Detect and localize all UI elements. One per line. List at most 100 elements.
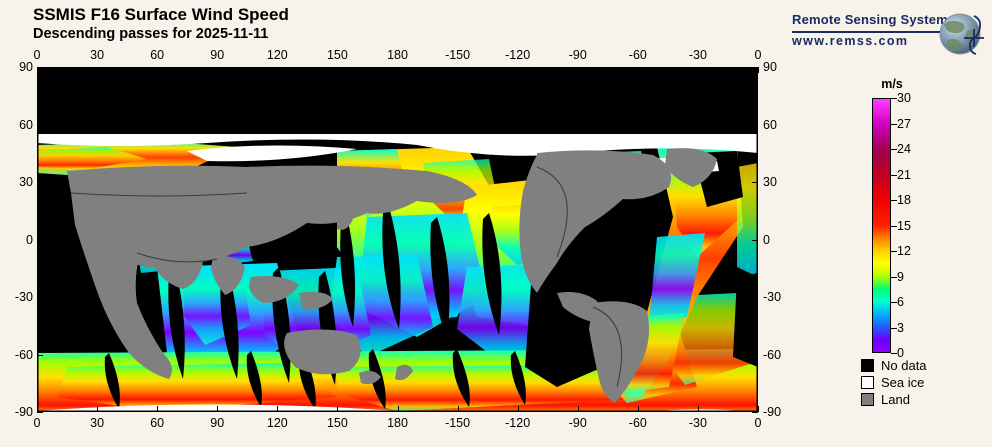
legend-label: Sea ice	[881, 375, 925, 390]
x-axis-tick	[337, 406, 339, 412]
y-axis-label-left-2: 30	[19, 175, 33, 189]
legend-swatch	[861, 393, 874, 406]
colorbar-label-3: 21	[897, 167, 911, 182]
y-axis-label-left-5: -60	[14, 347, 33, 362]
x-axis-label-top-9: -90	[568, 48, 587, 62]
x-axis-label-top-7: -150	[445, 48, 471, 62]
legend-label: No data	[881, 358, 927, 373]
legend-label: Land	[881, 392, 910, 407]
x-axis-label-top-5: 150	[326, 48, 348, 62]
colorbar-label-5: 15	[897, 218, 911, 233]
x-axis-tick	[758, 67, 759, 73]
page-subtitle: Descending passes for 2025-11-11	[33, 26, 269, 42]
colorbar-label-4: 18	[897, 193, 911, 207]
globe-icon	[939, 13, 984, 55]
x-axis-label-bottom-8: -120	[505, 416, 531, 430]
colorbar-tick	[891, 149, 897, 150]
x-axis-label-bottom-4: 120	[266, 416, 288, 430]
x-axis-label-bottom-3: 90	[210, 416, 225, 430]
x-axis-tick	[97, 67, 99, 73]
logo-company-name: Remote Sensing Systems	[792, 12, 956, 27]
x-axis-label-bottom-2: 60	[150, 416, 165, 430]
x-axis-tick	[157, 67, 159, 73]
y-axis-label-left-1: 60	[19, 117, 33, 132]
y-axis-tick	[752, 354, 758, 356]
y-axis-tick	[37, 239, 43, 241]
x-axis-label-top-6: 180	[387, 48, 408, 62]
x-axis-tick	[577, 67, 579, 73]
colorbar	[872, 98, 891, 353]
x-axis-label-bottom-11: -30	[688, 416, 707, 430]
x-axis-tick	[157, 406, 159, 412]
x-axis-tick	[457, 406, 459, 412]
x-axis-label-bottom-9: -90	[568, 416, 587, 430]
colorbar-tick	[891, 302, 897, 303]
y-axis-tick	[752, 239, 758, 241]
legend-swatch	[861, 359, 874, 372]
x-axis-label-top-4: 120	[266, 48, 288, 62]
x-axis-label-bottom-1: 30	[90, 416, 105, 430]
logo-divider	[792, 31, 942, 33]
colorbar-tick	[891, 98, 897, 99]
x-axis-label-top-11: -30	[688, 48, 707, 62]
colorbar-label-9: 3	[897, 320, 904, 335]
x-axis-label-top-1: 30	[90, 48, 105, 62]
colorbar-label-2: 24	[897, 142, 911, 156]
colorbar-label-10: 0	[897, 346, 904, 360]
x-axis-label-top-2: 60	[150, 48, 165, 62]
colorbar-unit-label: m/s	[881, 77, 903, 91]
y-axis-tick	[752, 182, 758, 183]
x-axis-tick	[397, 67, 399, 73]
y-axis-tick	[752, 67, 758, 68]
x-axis-tick	[577, 406, 579, 412]
y-axis-tick	[752, 297, 758, 298]
colorbar-tick	[891, 123, 897, 125]
y-axis-tick	[37, 412, 43, 413]
y-axis-label-right-6: -90	[763, 405, 782, 419]
x-axis-tick	[277, 67, 279, 73]
title-block: SSMIS F16 Surface Wind Speed Descending …	[33, 4, 289, 44]
y-axis-label-left-6: -90	[14, 405, 33, 419]
y-axis-label-right-3: 0	[763, 232, 770, 247]
wind-speed-map	[37, 67, 758, 412]
x-axis-label-bottom-7: -150	[445, 416, 471, 430]
page-title: SSMIS F16 Surface Wind Speed	[33, 5, 289, 24]
x-axis-tick	[217, 406, 219, 412]
x-axis-tick	[697, 406, 699, 412]
remss-logo: Remote Sensing Systems www.remss.com	[792, 12, 984, 60]
x-axis-tick	[517, 406, 519, 412]
x-axis-tick	[97, 406, 99, 412]
y-axis-label-right-0: 90	[763, 60, 777, 74]
colorbar-label-7: 9	[897, 269, 904, 284]
x-axis-label-bottom-5: 150	[326, 416, 348, 430]
y-axis-tick	[37, 297, 43, 298]
y-axis-tick	[37, 124, 43, 126]
colorbar-tick	[891, 327, 897, 329]
x-axis-tick	[517, 67, 519, 73]
colorbar-label-6: 12	[897, 244, 911, 258]
y-axis-label-right-2: 30	[763, 175, 777, 189]
y-axis-label-right-4: -30	[763, 290, 782, 304]
x-axis-tick	[337, 67, 339, 73]
x-axis-label-top-3: 90	[210, 48, 225, 62]
x-axis-label-bottom-0: 0	[33, 416, 41, 430]
legend-row-land: Land	[861, 391, 927, 408]
colorbar-label-8: 6	[897, 295, 904, 309]
map-legend: No data Sea ice Land	[861, 357, 927, 408]
colorbar-gradient	[873, 99, 890, 352]
x-axis-tick	[697, 67, 699, 73]
colorbar-tick	[891, 353, 897, 354]
colorbar-label-1: 27	[897, 116, 911, 131]
y-axis-label-left-3: 0	[26, 232, 33, 247]
legend-row-sea-ice: Sea ice	[861, 374, 927, 391]
x-axis-label-bottom-12: 0	[754, 416, 762, 430]
x-axis-tick	[758, 406, 759, 412]
x-axis-tick	[457, 67, 459, 73]
legend-swatch	[861, 376, 874, 389]
x-axis-tick	[637, 406, 639, 412]
y-axis-tick	[752, 412, 758, 413]
colorbar-tick	[891, 251, 897, 252]
y-axis-tick	[37, 67, 43, 68]
x-axis-tick	[217, 67, 219, 73]
legend-row-no-data: No data	[861, 357, 927, 374]
